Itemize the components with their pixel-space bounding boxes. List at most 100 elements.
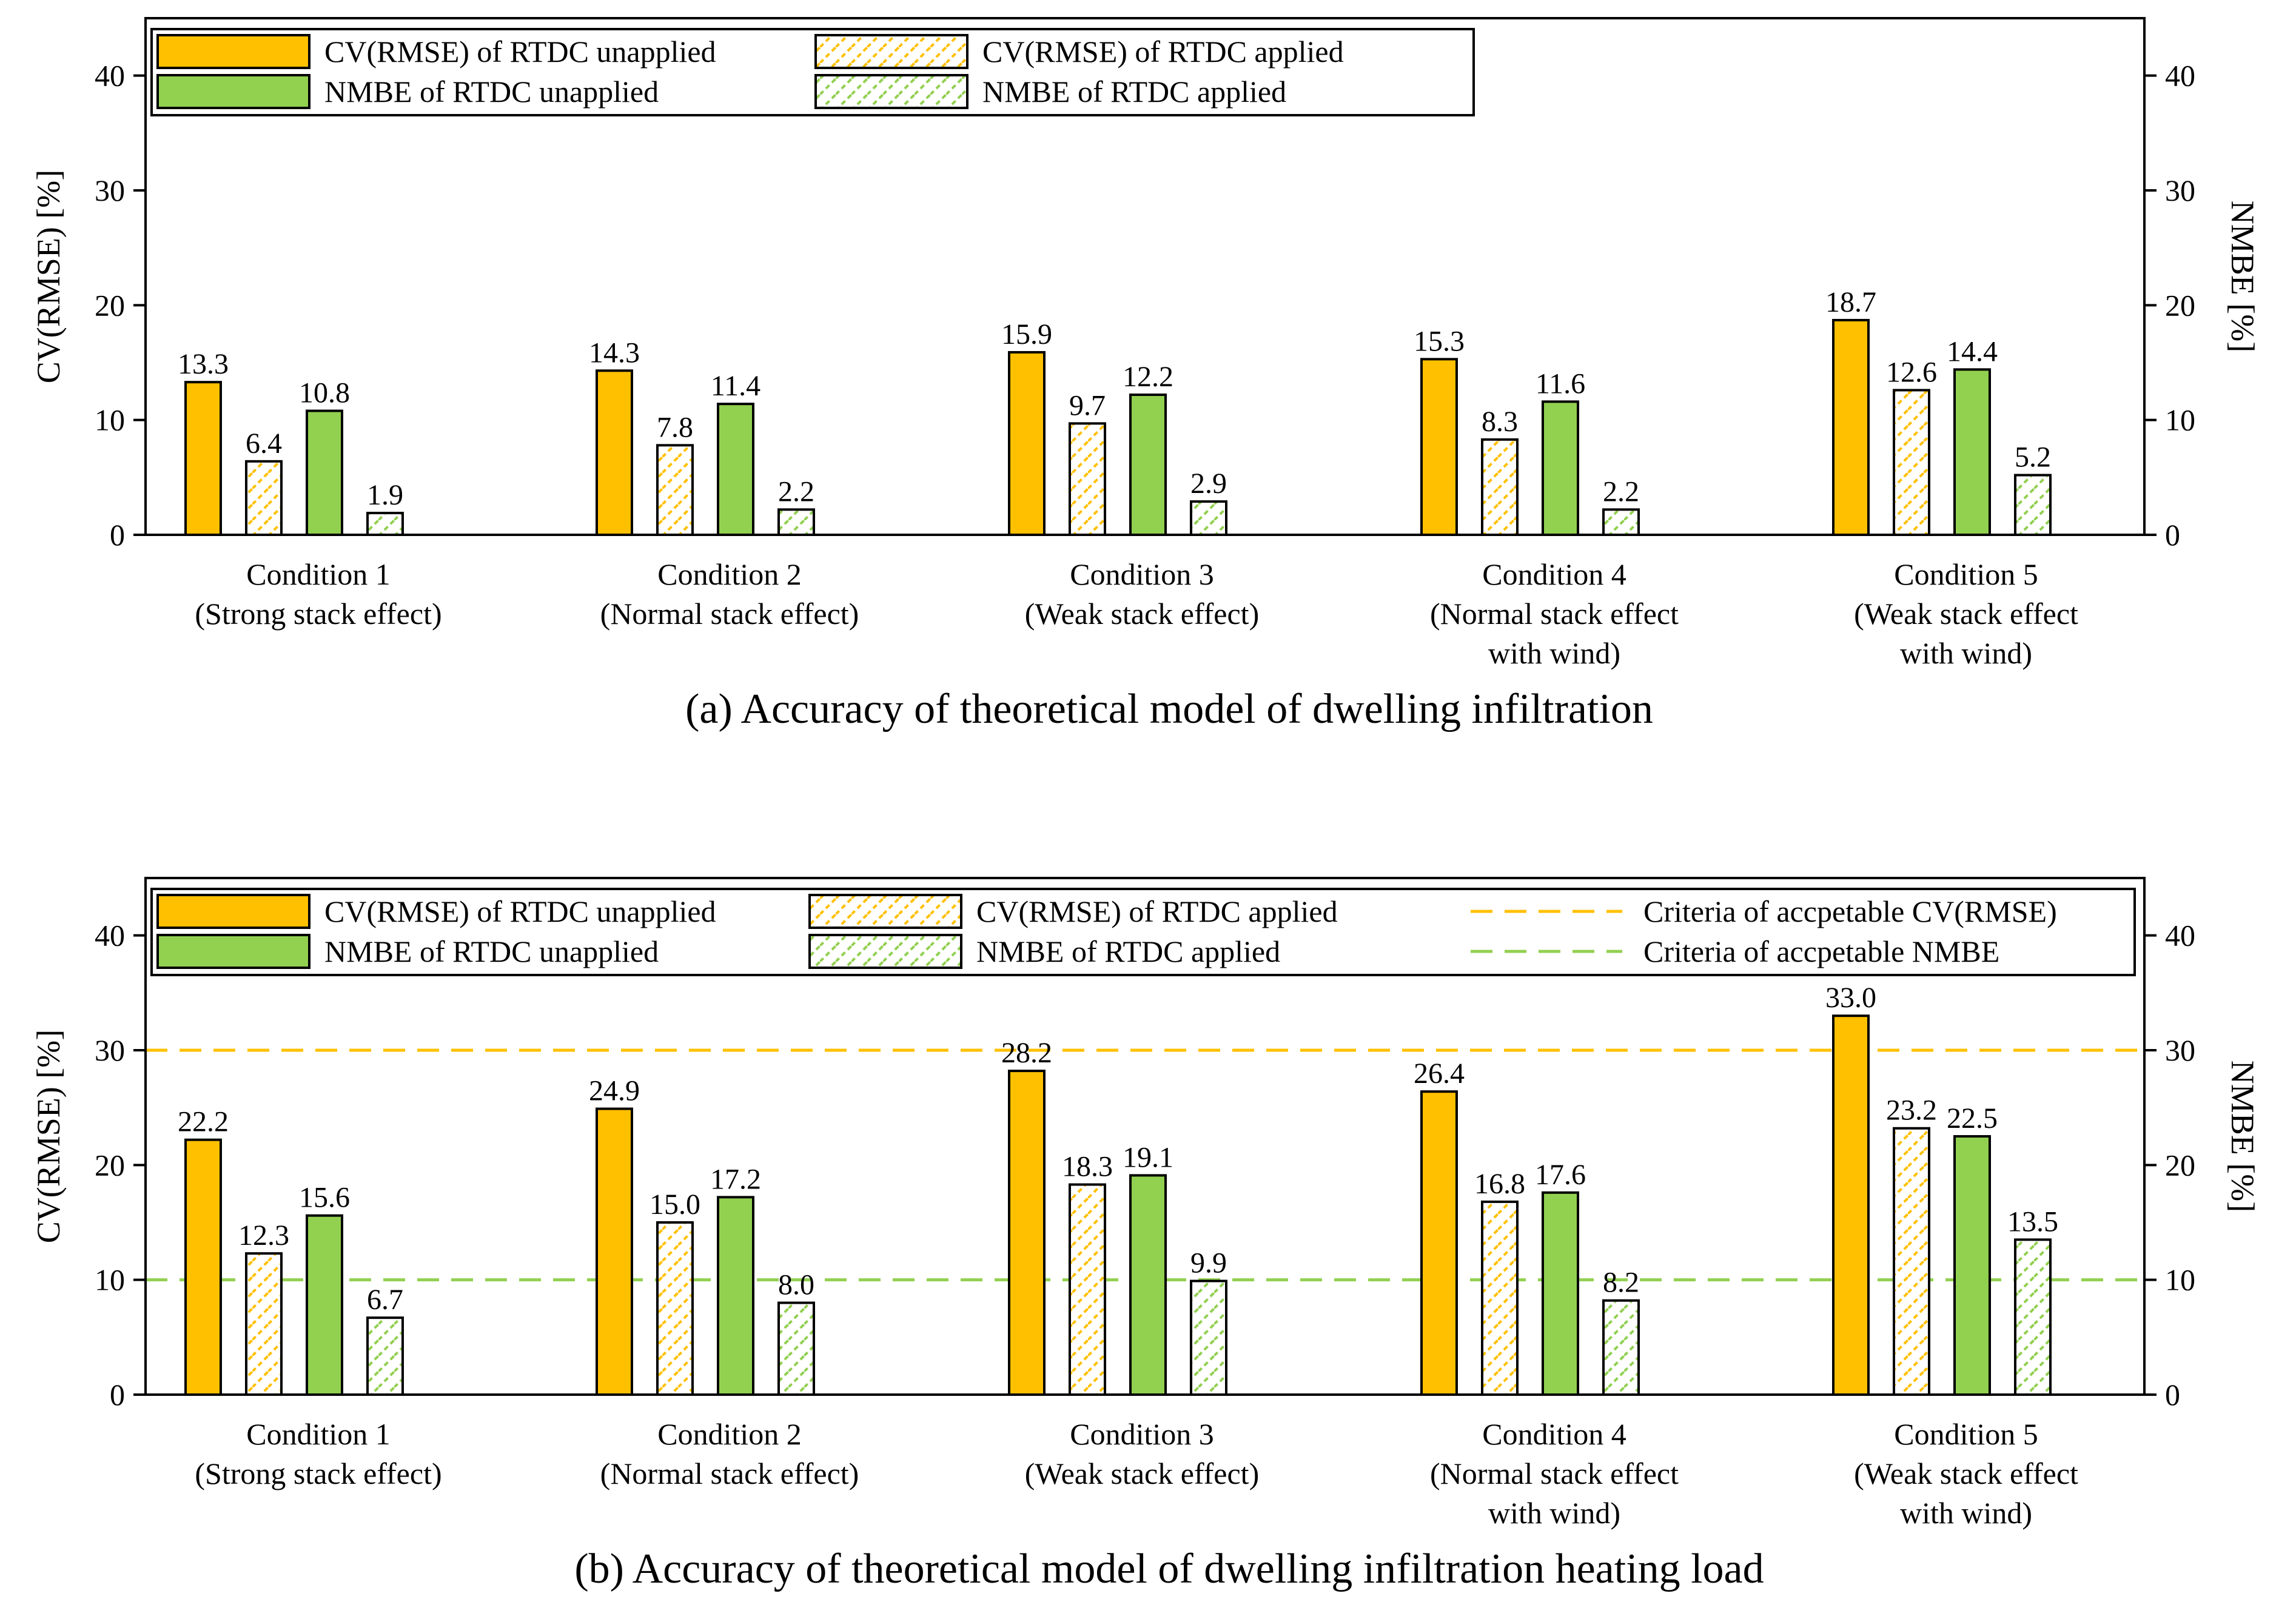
y-tick-label-right: 40 (2165, 59, 2195, 93)
chart-panel-b: 22.2 24.9 28.2 26.4 33.0 12.3 15.0 18.3 16.8 23.2… (30, 877, 2261, 1592)
category-label: (Normal stack effect (1430, 597, 1679, 631)
category-label: (Weak stack effect) (1025, 1456, 1259, 1490)
data-label: 15.0 (650, 1188, 700, 1221)
y-tick-label-right: 20 (2165, 1148, 2195, 1182)
legend-swatch-nmbe-solid (156, 74, 310, 109)
y-tick-label-right: 10 (2165, 1263, 2195, 1297)
y-tick-label: 20 (95, 288, 125, 322)
y-tick-label-right: 40 (2165, 919, 2195, 953)
legend-label: CV(RMSE) of RTDC applied (976, 894, 1338, 928)
data-label: 15.6 (299, 1182, 350, 1214)
legend-swatch-nmbe-hatch (808, 934, 962, 969)
bar-cv-hatch-condition-4 (1481, 1200, 1519, 1396)
data-label: 8.3 (1482, 406, 1518, 438)
data-label: 18.3 (1062, 1151, 1113, 1183)
data-label: 13.3 (178, 348, 229, 380)
legend-label: Criteria of accpetable NMBE (1643, 934, 1999, 968)
legend: CV(RMSE) of RTDC unapplied CV(RMSE) of RT… (150, 888, 2136, 976)
data-label: 5.2 (2015, 441, 2051, 474)
y-axis-title: CV(RMSE) [%] (30, 1030, 67, 1243)
category-label: (Normal stack effect) (600, 597, 859, 631)
bar-cv-hatch-condition-5 (1893, 389, 1930, 536)
data-label: 2.2 (778, 475, 814, 508)
bar-nmbe-hatch-condition-1 (366, 512, 404, 537)
category-label: (Weak stack effect (1854, 597, 2078, 631)
bar-cv-hatch-condition-1 (245, 460, 283, 536)
legend: CV(RMSE) of RTDC unapplied CV(RMSE) of RT… (150, 28, 1475, 116)
legend-swatch-nmbe-hatch (814, 74, 968, 109)
chart-panel-a: 13.3 14.3 15.9 15.3 18.7 6.4 7.8 9.7 8.3 12.6 10.8… (30, 17, 2261, 732)
chart-title: (a) Accuracy of theoretical model of dwe… (685, 686, 1653, 732)
data-label: 24.9 (589, 1075, 640, 1107)
legend-swatch-cv-solid (156, 34, 310, 69)
data-label: 7.8 (657, 411, 693, 443)
bar-cv-hatch-condition-4 (1481, 438, 1519, 536)
category-label: (Normal stack effect (1430, 1456, 1679, 1490)
data-label: 22.5 (1947, 1102, 1998, 1135)
category-label: Condition 5 (1894, 557, 2038, 591)
data-label: 1.9 (367, 479, 403, 511)
y-tick-label-right: 20 (2165, 288, 2195, 322)
bar-cv-solid-condition-1 (184, 1138, 222, 1396)
data-label: 11.4 (711, 370, 760, 402)
legend-label: NMBE of RTDC unapplied (324, 75, 659, 109)
y-tick-label-right: 0 (2165, 1378, 2180, 1412)
bar-nmbe-hatch-condition-1 (366, 1316, 404, 1396)
category-label: with wind) (1488, 636, 1620, 670)
y-tick-label: 10 (95, 403, 125, 437)
bar-cv-solid-condition-5 (1832, 1014, 1870, 1396)
bar-cv-solid-condition-2 (596, 369, 633, 537)
legend-label: NMBE of RTDC applied (976, 934, 1280, 968)
legend-swatch-nmbe-solid (156, 934, 310, 969)
bar-cv-hatch-condition-3 (1069, 422, 1106, 537)
legend-swatch-cv-solid (156, 894, 310, 929)
bar-nmbe-hatch-condition-3 (1190, 500, 1227, 536)
category-label: Condition 5 (1894, 1417, 2038, 1451)
bar-nmbe-hatch-condition-2 (777, 508, 815, 537)
data-label: 13.5 (2007, 1205, 2058, 1238)
bar-nmbe-solid-condition-1 (306, 1214, 343, 1396)
y-tick-label: 40 (95, 59, 125, 93)
data-label: 22.2 (178, 1106, 229, 1138)
bar-cv-solid-condition-5 (1832, 318, 1870, 536)
bar-cv-hatch-condition-5 (1893, 1127, 1930, 1396)
bar-cv-hatch-condition-1 (245, 1252, 283, 1396)
bar-nmbe-solid-condition-1 (306, 409, 343, 537)
bar-nmbe-hatch-condition-4 (1602, 508, 1640, 537)
bar-cv-hatch-condition-2 (656, 444, 694, 536)
data-label: 18.7 (1825, 286, 1876, 318)
category-label: (Strong stack effect) (195, 597, 441, 631)
data-label: 12.6 (1886, 356, 1937, 388)
legend-label: CV(RMSE) of RTDC unapplied (324, 35, 716, 69)
data-label: 10.8 (299, 377, 350, 409)
data-label: 12.3 (238, 1219, 289, 1252)
category-label: Condition 4 (1482, 557, 1626, 591)
bar-cv-hatch-condition-2 (656, 1221, 694, 1396)
legend-box (150, 888, 2136, 976)
y-tick-label-right: 0 (2165, 518, 2180, 552)
data-label: 8.0 (778, 1269, 814, 1301)
bar-nmbe-solid-condition-3 (1129, 394, 1167, 536)
legend-label: NMBE of RTDC unapplied (324, 934, 659, 968)
category-label: Condition 2 (657, 557, 802, 591)
y-tick-label-right: 30 (2165, 1033, 2195, 1067)
legend-box (150, 28, 1475, 116)
data-label: 23.2 (1886, 1094, 1937, 1127)
legend-swatch-cv-hatch (808, 894, 962, 929)
bar-nmbe-hatch-condition-2 (777, 1301, 815, 1396)
data-label: 12.2 (1123, 361, 1173, 393)
y-tick-label-right: 30 (2165, 173, 2195, 207)
bar-cv-solid-condition-2 (596, 1107, 633, 1396)
legend-label: CV(RMSE) of RTDC applied (982, 35, 1344, 69)
data-label: 26.4 (1414, 1058, 1465, 1090)
category-label: with wind) (1900, 1496, 2032, 1530)
data-label: 17.2 (710, 1163, 761, 1195)
legend-swatch-cv-hatch (814, 34, 968, 69)
category-label: Condition 1 (246, 557, 391, 591)
y-tick-label: 40 (95, 919, 125, 953)
bar-nmbe-solid-condition-2 (717, 1196, 754, 1396)
data-label: 8.2 (1603, 1267, 1639, 1299)
data-label: 15.3 (1414, 325, 1465, 357)
category-label: (Weak stack effect (1854, 1456, 2078, 1490)
